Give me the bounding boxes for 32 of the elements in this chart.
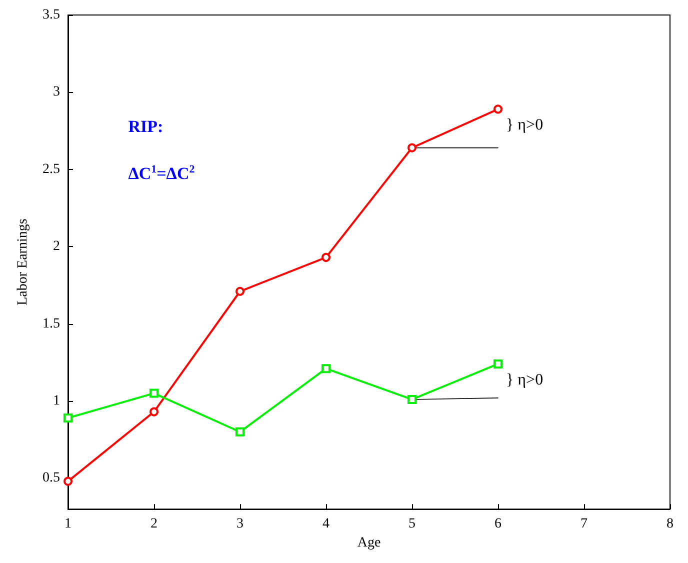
x-tick-label: 1 [64,516,72,532]
annotation: } η>0 [506,371,544,388]
y-tick-label: 2.5 [42,162,60,177]
y-axis-title: Labor Earnings [16,218,30,306]
point [236,427,244,436]
x-tick-label: 8 [666,516,674,532]
annotation: } η>0 [506,116,544,134]
point [408,143,416,152]
x-tick-label: 5 [408,516,416,532]
point [322,364,330,374]
point [150,388,158,398]
point [150,407,158,416]
point [64,476,72,486]
point [322,252,330,262]
y-tick-label: 3.5 [42,8,60,22]
annotation: RIP: [128,117,164,136]
y-tick-label: 2 [53,239,60,254]
x-tick-label: 3 [236,516,244,532]
y-tick-label: 0.5 [42,470,60,486]
point [64,414,72,422]
x-axis-title: Age [357,536,381,550]
y-tick-label: 1.5 [42,316,60,332]
x-tick-label: 6 [494,516,502,532]
y-tick-label: 3 [53,84,60,100]
point [236,286,244,296]
point [494,359,502,368]
x-tick-label: 2 [150,516,158,532]
y-tick-label: 1 [53,394,60,409]
point [494,104,502,114]
point [408,394,416,404]
x-tick-label: 4 [322,516,330,532]
x-tick-label: 7 [580,516,588,532]
